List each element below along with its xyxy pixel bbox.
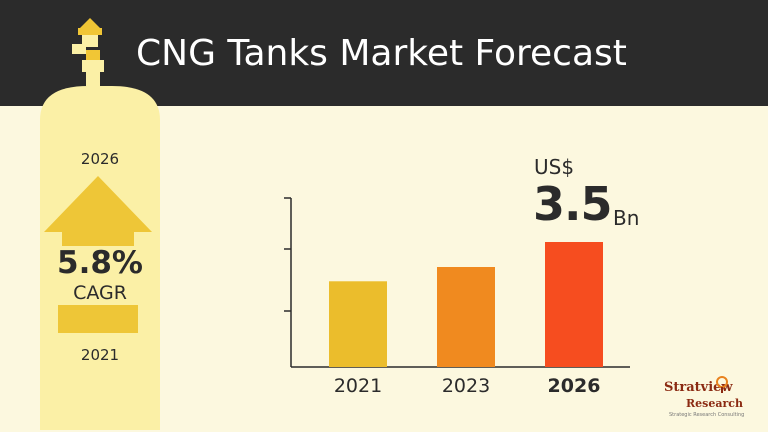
magnifier-logo-icon <box>716 376 728 393</box>
cagr-start-year: 2021 <box>80 346 120 364</box>
page-title: CNG Tanks Market Forecast <box>136 33 627 74</box>
value-suffix: Bn <box>613 206 640 230</box>
tank-body <box>40 86 160 430</box>
cagr-value: 5.8% <box>57 245 143 281</box>
logo-tagline: Strategic Research Consulting <box>669 412 745 418</box>
value-prefix: US$ <box>534 155 575 179</box>
logo-name: Stratview <box>664 380 733 395</box>
bar-2021 <box>329 281 387 367</box>
highlight-value: 3.5 <box>533 177 612 231</box>
logo-sub: Research <box>686 397 743 410</box>
cagr-up-arrow-icon <box>44 176 152 246</box>
stratview-logo: Stratview Research Strategic Research Co… <box>664 376 760 424</box>
bar-2023 <box>437 267 495 367</box>
bar-2026 <box>545 242 603 367</box>
cagr-base-bar <box>58 305 138 333</box>
tank-valve-icon <box>72 18 104 86</box>
cng-tank-illustration <box>40 18 160 430</box>
x-tick-label-highlight: 2026 <box>547 375 601 397</box>
x-tick-label: 2023 <box>441 375 491 397</box>
cagr-end-year: 2026 <box>80 150 120 168</box>
x-tick-label: 2021 <box>333 375 383 397</box>
cagr-label: CAGR <box>73 282 127 304</box>
